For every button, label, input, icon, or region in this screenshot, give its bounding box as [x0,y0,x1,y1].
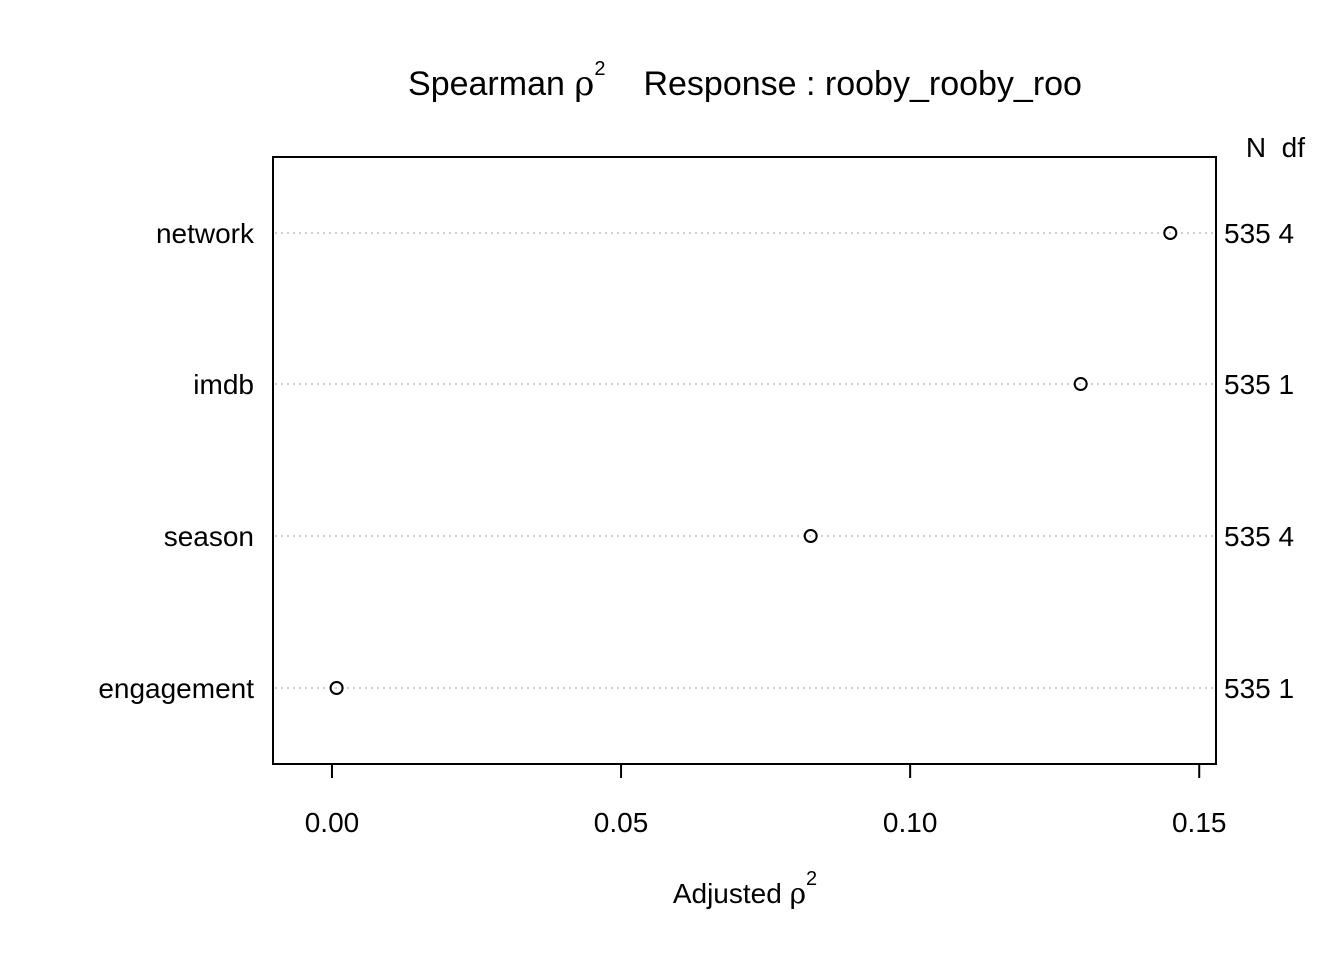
x-axis: 0.00 0.05 0.10 0.15 [305,763,1227,838]
point-imdb [1073,377,1088,391]
xlabel-rho: ρ [790,877,806,910]
point-engagement [329,681,344,695]
point-season [803,529,818,543]
grid-lines [275,232,1214,689]
x-tick-label-0: 0.00 [305,807,360,838]
category-label-season: season [164,521,254,552]
point-network [1163,226,1178,240]
title-response: Response : rooby_rooby_roo [643,65,1082,103]
xlabel-prefix: Adjusted [673,878,790,909]
n-df-labels: 535 4 535 1 535 4 535 1 [1224,218,1294,704]
x-tick-label-1: 0.05 [594,807,649,838]
n-df-label-imdb: 535 1 [1224,369,1294,400]
n-df-label-engagement: 535 1 [1224,673,1294,704]
category-label-imdb: imdb [193,369,254,400]
data-points [329,226,1178,695]
chart-title: Spearman ρ2 Response : rooby_rooby_roo [408,58,1082,104]
title-exponent: 2 [594,58,605,80]
plot-frame [272,156,1217,765]
xlabel-exponent: 2 [806,868,817,890]
category-labels: network imdb season engagement [98,218,255,704]
x-tick-label-2: 0.10 [883,807,938,838]
title-prefix: Spearman [408,65,574,103]
n-df-label-network: 535 4 [1224,218,1294,249]
title-rho: ρ [574,64,594,104]
n-df-label-season: 535 4 [1224,521,1294,552]
category-label-network: network [156,218,255,249]
x-tick-label-3: 0.15 [1172,807,1227,838]
x-axis-label: Adjusted ρ2 [673,868,817,910]
category-label-engagement: engagement [98,673,254,704]
right-header-n-df: N df [1246,132,1305,163]
